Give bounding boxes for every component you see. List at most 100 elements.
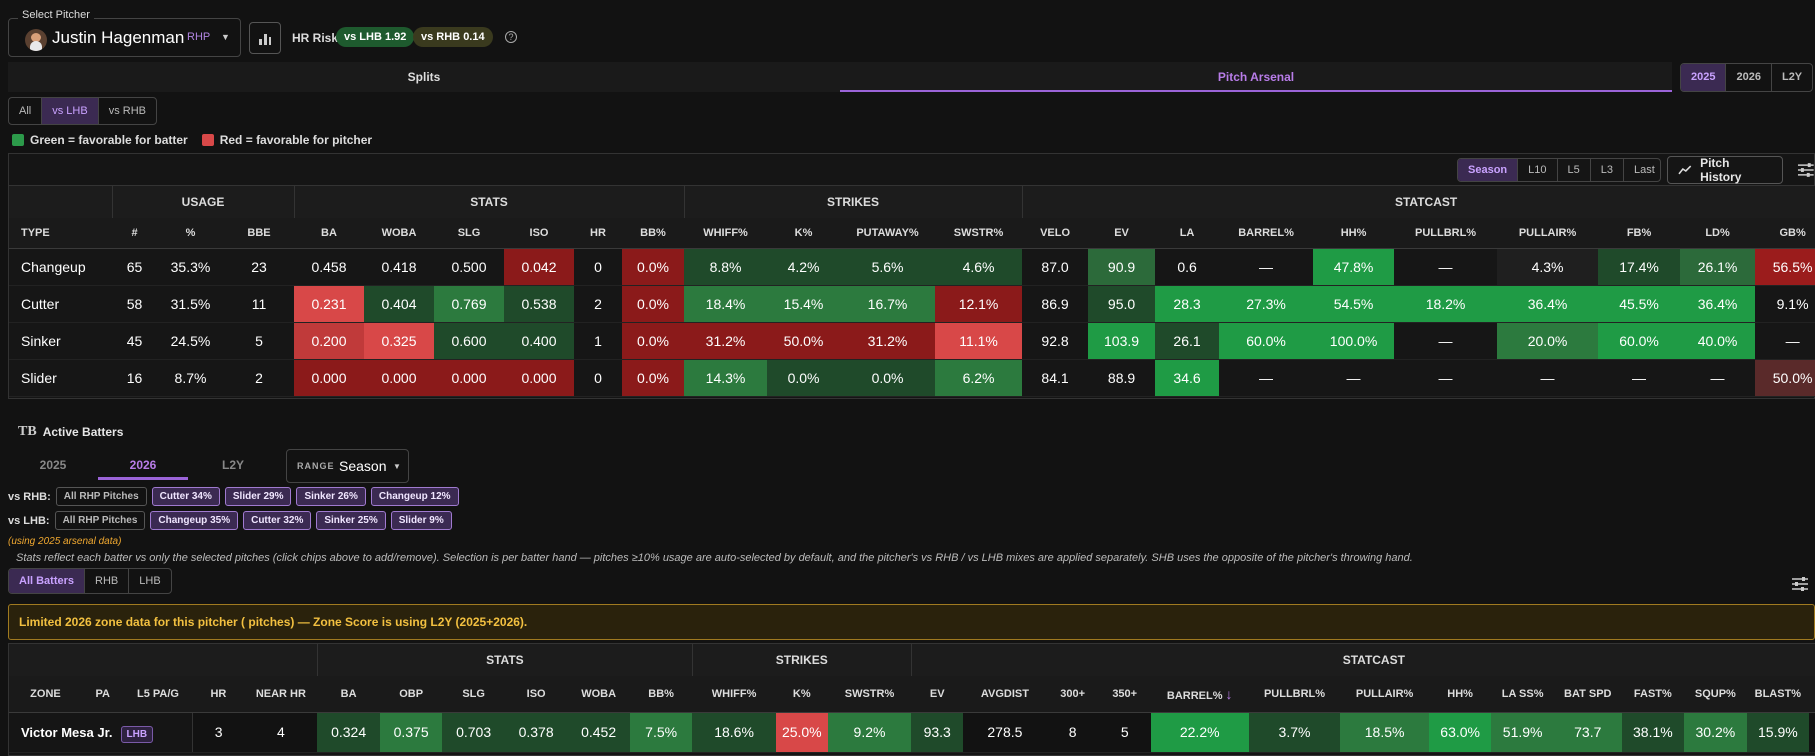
col-header-velo[interactable]: VELO — [1022, 218, 1089, 249]
arsenal-row[interactable]: Sinker 45 24.5% 5 0.200 0.325 0.600 0.400 1 0.0% 3… — [9, 322, 1815, 360]
batters-col-label: SWSTR% — [844, 687, 895, 700]
batters-col-l5-pa-g[interactable]: L5 PA/G — [123, 676, 193, 713]
batters-col-hh[interactable]: HH% — [1428, 676, 1492, 713]
col-header-whiff[interactable]: WHIFF% — [684, 218, 768, 249]
pitch-chip[interactable]: All RHP Pitches — [54, 511, 146, 530]
filter-rhb[interactable]: RHB — [85, 569, 130, 593]
batters-col-obp[interactable]: OBP — [379, 676, 443, 713]
batters-col-pullbrl[interactable]: PULLBRL% — [1248, 676, 1341, 713]
filter-lhb[interactable]: LHB — [139, 575, 161, 587]
col-header-fb[interactable]: FB% — [1598, 218, 1681, 249]
batters-col-woba[interactable]: WOBA — [567, 676, 630, 713]
col-header-ld[interactable]: LD% — [1680, 218, 1756, 249]
range-last[interactable]: Last — [1634, 164, 1655, 176]
batters-col-squp[interactable]: SQUP% — [1684, 676, 1747, 713]
col-header-pullair[interactable]: PULLAIR% — [1497, 218, 1599, 249]
col-header-bb[interactable]: BB% — [622, 218, 685, 249]
range-select-value: Season — [339, 458, 387, 474]
filter-all-batters[interactable]: All Batters — [9, 569, 86, 593]
col-header-k[interactable]: K% — [767, 218, 841, 249]
col-header-slg[interactable]: SLG — [434, 218, 504, 249]
col-header-ba[interactable]: BA — [294, 218, 364, 249]
hr-risk-lhb-badge: vs LHB 1.92 — [336, 27, 415, 47]
pitch-chip[interactable]: All RHP Pitches — [55, 487, 147, 506]
batters-col-hr[interactable]: HR — [192, 676, 245, 713]
ab-tab-l2y[interactable]: L2Y — [221, 458, 244, 472]
col-header-ev[interactable]: EV — [1088, 218, 1156, 249]
batters-col-ba[interactable]: BA — [317, 676, 380, 713]
batters-col-slg[interactable]: SLG — [442, 676, 505, 713]
col-header-woba[interactable]: WOBA — [364, 218, 434, 249]
pitch-chip[interactable]: Cutter 32% — [243, 511, 312, 530]
batter-name[interactable]: Victor Mesa Jr. — [21, 724, 113, 740]
col-header-hh[interactable]: HH% — [1313, 218, 1395, 249]
col-header-iso[interactable]: ISO — [504, 218, 574, 249]
arsenal-row[interactable]: Cutter 58 31.5% 11 0.231 0.404 0.769 0.538 2 0.0%… — [9, 285, 1815, 323]
batter-row[interactable]: Victor Mesa Jr. LHB 3 4 0.324 0.375 0.703 0.378… — [9, 712, 1815, 753]
arsenal-row[interactable]: Changeup 65 35.3% 23 0.458 0.418 0.500 0.042 0 0.… — [9, 248, 1815, 286]
batters-col-avgdist[interactable]: AVGDIST — [963, 676, 1047, 713]
batters-col-blast[interactable]: BLAST% — [1746, 676, 1810, 713]
pitch-chip[interactable]: Changeup 35% — [150, 511, 239, 530]
batters-col-bat-spd[interactable]: BAT SPD — [1553, 676, 1622, 713]
pitch-chip[interactable]: Changeup 12% — [370, 487, 459, 506]
pitch-chip[interactable]: Sinker 25% — [316, 511, 386, 530]
pitch-chip[interactable]: Slider 29% — [224, 487, 292, 506]
settings-sliders-icon[interactable] — [1797, 162, 1815, 178]
col-header-[interactable]: # — [112, 218, 157, 249]
year-2025[interactable]: 2025 — [1681, 64, 1727, 91]
hand-filter-all[interactable]: All — [9, 98, 43, 124]
pitch-history-button[interactable]: Pitch History — [1667, 156, 1784, 184]
batters-col-300[interactable]: 300+ — [1046, 676, 1099, 713]
col-header-swstr[interactable]: SWSTR% — [935, 218, 1023, 249]
range-l10[interactable]: L10 — [1518, 159, 1558, 181]
tab-pitch-arsenal[interactable]: Pitch Arsenal — [840, 62, 1672, 92]
batters-col-whiff[interactable]: WHIFF% — [692, 676, 776, 713]
range-l5[interactable]: L5 — [1558, 159, 1591, 181]
pitch-chip[interactable]: Cutter 34% — [151, 487, 220, 506]
hand-filter-lhb[interactable]: vs LHB — [42, 98, 99, 124]
batters-col-near-hr[interactable]: NEAR HR — [244, 676, 318, 713]
col-header-gb[interactable]: GB% — [1755, 218, 1815, 249]
pitch-chip[interactable]: Sinker 26% — [296, 487, 366, 506]
range-select[interactable]: RANGE Season ▼ — [286, 449, 409, 483]
year-l2y[interactable]: L2Y — [1781, 71, 1803, 83]
batters-col-swstr[interactable]: SWSTR% — [827, 676, 912, 713]
range-season[interactable]: Season — [1458, 159, 1519, 181]
col-header-pullbrl[interactable]: PULLBRL% — [1394, 218, 1498, 249]
cell-fb: 45.5% — [1598, 285, 1681, 323]
col-header-putaway[interactable]: PUTAWAY% — [840, 218, 936, 249]
ab-tab-2025[interactable]: 2025 — [39, 458, 67, 472]
col-header-bbe[interactable]: BBE — [224, 218, 294, 249]
col-header-barrel[interactable]: BARREL% — [1219, 218, 1314, 249]
batters-col-iso[interactable]: ISO — [504, 676, 568, 713]
batters-col-zone[interactable]: ZONE — [9, 676, 82, 713]
batters-col-fast[interactable]: FAST% — [1621, 676, 1685, 713]
tab-splits[interactable]: Splits — [8, 62, 840, 92]
batters-col-350[interactable]: 350+ — [1098, 676, 1151, 713]
batters-col-barrel[interactable]: BARREL% ↓ — [1150, 676, 1249, 713]
arsenal-row[interactable]: Slider 16 8.7% 2 0.000 0.000 0.000 0.000 0 0.0% 14… — [9, 359, 1815, 397]
cell-woba: 0.452 — [567, 712, 630, 753]
hand-filter-rhb[interactable]: vs RHB — [108, 105, 146, 117]
range-l3[interactable]: L3 — [1591, 159, 1624, 181]
col-header-hr[interactable]: HR — [574, 218, 622, 249]
cell-k: 0.0% — [767, 359, 841, 397]
year-2026[interactable]: 2026 — [1726, 64, 1772, 91]
pitch-chip[interactable]: Slider 9% — [390, 511, 452, 530]
batters-col-c[interactable]: C — [1809, 676, 1815, 713]
settings-sliders-icon[interactable] — [1791, 576, 1809, 592]
batters-col-pa[interactable]: PA — [81, 676, 124, 713]
batters-col-ev[interactable]: EV — [911, 676, 964, 713]
chart-button[interactable] — [249, 22, 281, 54]
help-icon[interactable]: ? — [505, 31, 517, 43]
batters-col-bb[interactable]: BB% — [629, 676, 693, 713]
batters-col-k[interactable]: K% — [775, 676, 828, 713]
col-header-type[interactable]: TYPE — [9, 218, 112, 249]
batters-col-pullair[interactable]: PULLAIR% — [1340, 676, 1429, 713]
pitcher-select[interactable]: Justin Hagenman RHP ▼ — [8, 18, 241, 57]
col-header-[interactable]: % — [157, 218, 224, 249]
batters-col-la-ss[interactable]: LA SS% — [1491, 676, 1554, 713]
ab-tab-2026[interactable]: 2026 — [98, 450, 188, 480]
col-header-la[interactable]: LA — [1155, 218, 1220, 249]
